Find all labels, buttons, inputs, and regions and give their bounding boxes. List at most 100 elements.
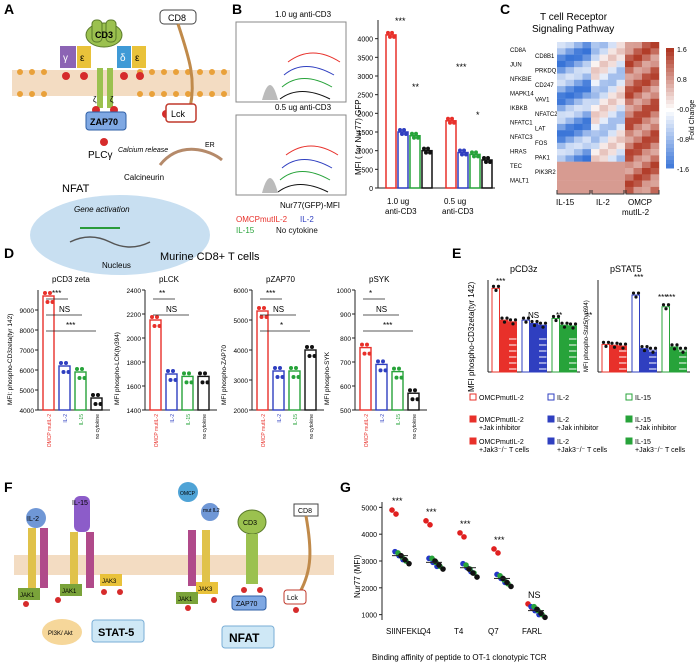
heatmap-cell: [557, 186, 566, 194]
c-group-0: IL-15: [556, 198, 575, 207]
e-point: [672, 347, 677, 351]
d-point: [157, 324, 162, 328]
heatmap-cell: [574, 149, 583, 156]
d-point: [173, 378, 178, 382]
heatmap-cell: [557, 42, 566, 49]
b-bar: [445, 120, 457, 189]
e-bar: [678, 349, 687, 373]
heatmap-cell: [582, 174, 592, 181]
e-legend-swatch: [547, 437, 555, 445]
f-label-nfat: NFAT: [229, 631, 260, 645]
heatmap-cell: [625, 174, 634, 181]
heatmap-cell: [633, 105, 643, 112]
e-legend-label: OMCPmutIL-2: [479, 395, 524, 402]
heatmap-cell: [599, 155, 609, 162]
heatmap-cell: [642, 86, 651, 93]
e-legend-label: +Jak3⁻/⁻ T cells: [557, 447, 608, 454]
e-point: [526, 316, 531, 320]
d-sig-label: ***: [52, 289, 61, 298]
heatmap-cell: [574, 105, 583, 112]
d-point: [200, 380, 205, 385]
heatmap-cell: [565, 98, 575, 106]
heatmap-cell: [582, 48, 592, 55]
heatmap-cell: [642, 98, 651, 106]
b-ylabel: MFI ( for Nur77) GFP: [354, 99, 363, 175]
d-plot-ylabel: MFI phospho-LCK(ty394): [114, 332, 121, 405]
heatmap-cell: [650, 117, 660, 125]
d-point: [312, 354, 317, 358]
heatmap-cell: [582, 142, 592, 150]
heatmap-cell: [582, 111, 592, 118]
d-point: [187, 371, 191, 376]
heatmap-cell: [642, 60, 651, 68]
hist-xlabel: Nur77(GFP)-MFI: [280, 201, 340, 210]
e-point: [636, 291, 641, 295]
heatmap-cell: [642, 180, 651, 188]
d-sig-label: NS: [376, 305, 387, 314]
d-point: [392, 366, 396, 371]
colorbar-segment: [666, 120, 674, 125]
heatmap-cell: [574, 180, 583, 188]
f-label-stat5: STAT-5: [98, 627, 134, 639]
d-category-label: no cytokine: [202, 414, 208, 440]
b-point: [488, 160, 492, 164]
heatmap-cell: [616, 48, 626, 55]
d-point: [310, 345, 314, 349]
g-point: [504, 579, 510, 586]
colorbar-segment: [666, 60, 674, 65]
label-gamma: γ: [63, 53, 68, 64]
panel-d-letter: D: [4, 245, 14, 261]
gene-label-left: CD8A: [510, 48, 526, 54]
heatmap-cell: [650, 180, 660, 188]
heatmap-cell: [625, 79, 634, 87]
b-point: [470, 150, 474, 155]
d-plot-title: pLCK: [159, 275, 180, 284]
b-point: [452, 120, 456, 125]
heatmap-cell: [642, 130, 651, 137]
g-point: [508, 583, 514, 590]
gene-label-right: PAK1: [535, 156, 551, 162]
heatmap-cell: [625, 168, 634, 175]
zeta-chain: [97, 68, 103, 108]
d-point: [66, 370, 71, 374]
d-bar: [407, 392, 420, 411]
heatmap-cell: [582, 168, 592, 175]
colorbar-segment: [666, 164, 674, 169]
heatmap-cell: [650, 98, 660, 106]
heatmap-cell: [565, 60, 575, 68]
b-point: [414, 131, 418, 136]
heatmap-cell: [599, 180, 609, 188]
b-group-1-line1: 1.0 ug: [387, 197, 409, 206]
heatmap-cell: [633, 67, 643, 74]
d-point: [362, 351, 367, 356]
d-tick-label: 2200: [127, 312, 142, 319]
d-point: [182, 371, 186, 376]
label-er: ER: [205, 142, 215, 149]
b-point: [450, 116, 454, 121]
d-sig-label: **: [159, 289, 165, 298]
d-point: [198, 371, 202, 376]
e-legend-label: +Jak3⁻/⁻ T cells: [479, 447, 530, 454]
heatmap-cell: [616, 54, 626, 62]
g-point: [463, 562, 469, 568]
e-sig-label: **: [556, 311, 562, 320]
group-bracket: [591, 190, 625, 195]
d-point: [399, 375, 404, 380]
heatmap-cell: [565, 149, 575, 156]
heatmap-cell: [633, 98, 643, 106]
b-point: [482, 156, 486, 160]
heatmap-cell: [633, 161, 643, 169]
b-sig-3: *: [476, 110, 480, 120]
heatmap-cell: [574, 136, 583, 143]
g-point: [461, 534, 467, 540]
f-label-il2: IL-2: [27, 516, 39, 523]
heatmap-cell: [633, 73, 643, 80]
d-point: [410, 397, 415, 402]
c-title-2: Signaling Pathway: [532, 24, 614, 35]
heatmap-cell: [591, 136, 600, 143]
heatmap-cell: [650, 92, 660, 99]
heatmap-cell: [574, 142, 583, 150]
heatmap-cell: [642, 73, 651, 80]
heatmap-cell: [633, 79, 643, 87]
